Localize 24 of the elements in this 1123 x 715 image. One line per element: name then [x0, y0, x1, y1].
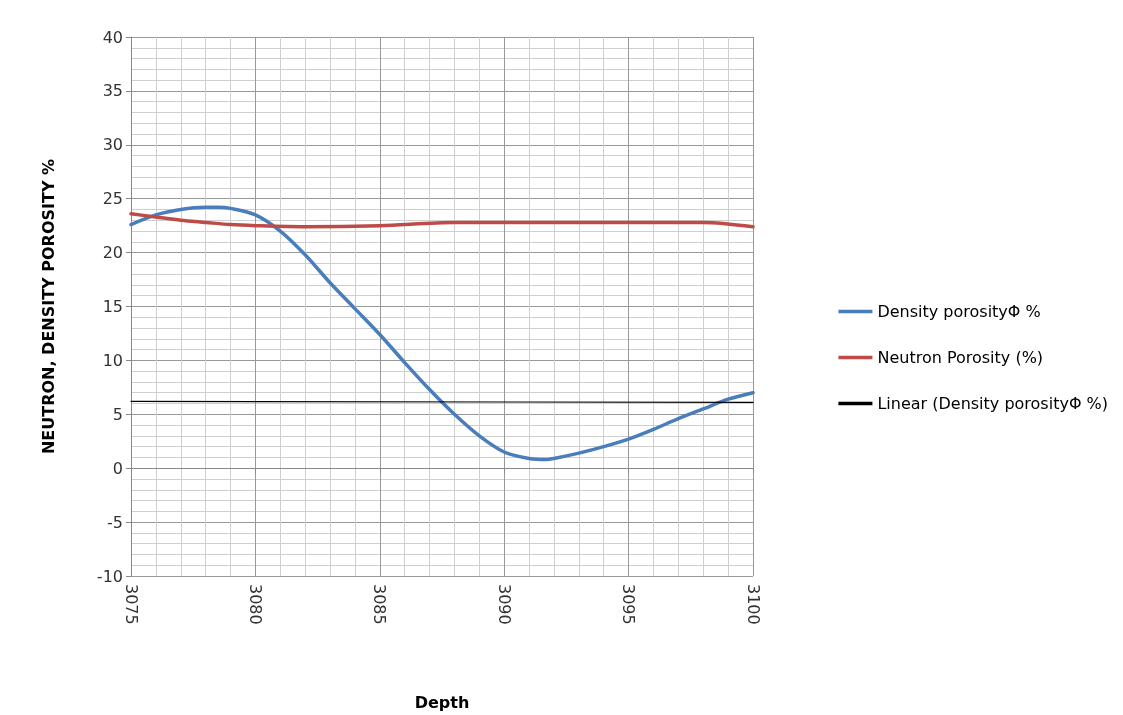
legend-label: Density porosityΦ %	[877, 302, 1041, 321]
x-tick-label: 3100	[743, 584, 763, 625]
y-tick-label: 30	[102, 135, 123, 155]
y-tick-label: 35	[102, 81, 123, 101]
y-tick-label: 25	[102, 189, 123, 209]
y-tick-label: 40	[102, 27, 123, 47]
line-series	[129, 212, 755, 229]
y-tick-label: 10	[102, 350, 123, 370]
y-tick-label: 0	[112, 458, 123, 478]
y-tick-label: -5	[107, 512, 123, 532]
legend-label: Linear (Density porosityΦ %)	[877, 394, 1108, 413]
x-tick-label: 3085	[370, 584, 390, 625]
x-tick-label: 3075	[121, 584, 141, 625]
x-axis-title: Depth	[414, 692, 470, 712]
y-axis-title: NEUTRON, DENSITY POROSITY %	[38, 158, 58, 455]
y-tick-label: 20	[102, 243, 123, 263]
line-series	[129, 205, 755, 462]
y-tick-label: 5	[112, 404, 123, 424]
x-tick-label: 3095	[619, 584, 639, 625]
y-tick-label: 15	[102, 297, 123, 316]
x-tick-label: 3090	[494, 584, 514, 625]
x-tick-label: 3080	[245, 584, 265, 625]
legend-label: Neutron Porosity (%)	[877, 348, 1044, 367]
y-tick-label: -10	[96, 566, 123, 586]
